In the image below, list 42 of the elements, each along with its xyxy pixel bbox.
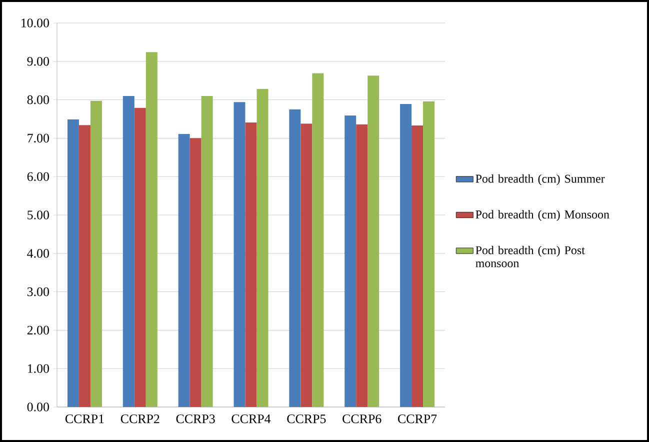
bar bbox=[90, 100, 102, 407]
bar bbox=[300, 124, 312, 407]
y-tick-label: 5.00 bbox=[28, 210, 49, 220]
bar bbox=[312, 73, 324, 407]
bar bbox=[178, 134, 190, 407]
bar bbox=[356, 124, 368, 407]
x-tick-label: CCRP1 bbox=[65, 414, 104, 424]
bar bbox=[234, 102, 246, 407]
y-tick-label: 9.00 bbox=[27, 56, 49, 66]
y-tick-label: 10.00 bbox=[21, 18, 49, 28]
bar bbox=[289, 109, 301, 407]
bar bbox=[146, 52, 158, 407]
bar bbox=[78, 125, 90, 407]
legend-label: Pod breadth (cm) Post monsoon bbox=[476, 246, 585, 268]
y-tick-label: 6.00 bbox=[27, 172, 49, 181]
x-tick-label: CCRP4 bbox=[232, 414, 271, 424]
bar bbox=[412, 126, 424, 407]
x-tick-label: CCRP2 bbox=[120, 414, 160, 424]
legend-label: Pod breadth (cm) Summer bbox=[476, 174, 605, 186]
x-tick-label: CCRP3 bbox=[176, 414, 215, 424]
bar bbox=[245, 122, 257, 407]
bar bbox=[423, 101, 435, 407]
x-tick-label: CCRP5 bbox=[287, 414, 326, 424]
x-tick-label: CCRP7 bbox=[398, 414, 437, 424]
y-tick-label: 1.00 bbox=[28, 364, 49, 373]
bar bbox=[400, 104, 412, 407]
bar bbox=[67, 119, 79, 407]
y-tick-label: 2.00 bbox=[27, 326, 49, 335]
y-tick-label: 4.00 bbox=[27, 248, 49, 258]
bar bbox=[368, 76, 380, 407]
legend-label: Pod breadth (cm) Monsoon bbox=[476, 210, 610, 221]
bar bbox=[134, 108, 146, 407]
y-tick-label: 0.00 bbox=[27, 402, 49, 412]
bar bbox=[256, 89, 268, 407]
y-tick-label: 8.00 bbox=[27, 95, 49, 104]
bar bbox=[122, 96, 134, 407]
bar bbox=[201, 96, 213, 407]
bar bbox=[344, 116, 356, 407]
x-tick-label: CCRP6 bbox=[342, 414, 382, 424]
bar bbox=[190, 138, 202, 407]
y-tick-label: 3.00 bbox=[27, 287, 49, 296]
y-tick-label: 7.00 bbox=[28, 134, 49, 143]
